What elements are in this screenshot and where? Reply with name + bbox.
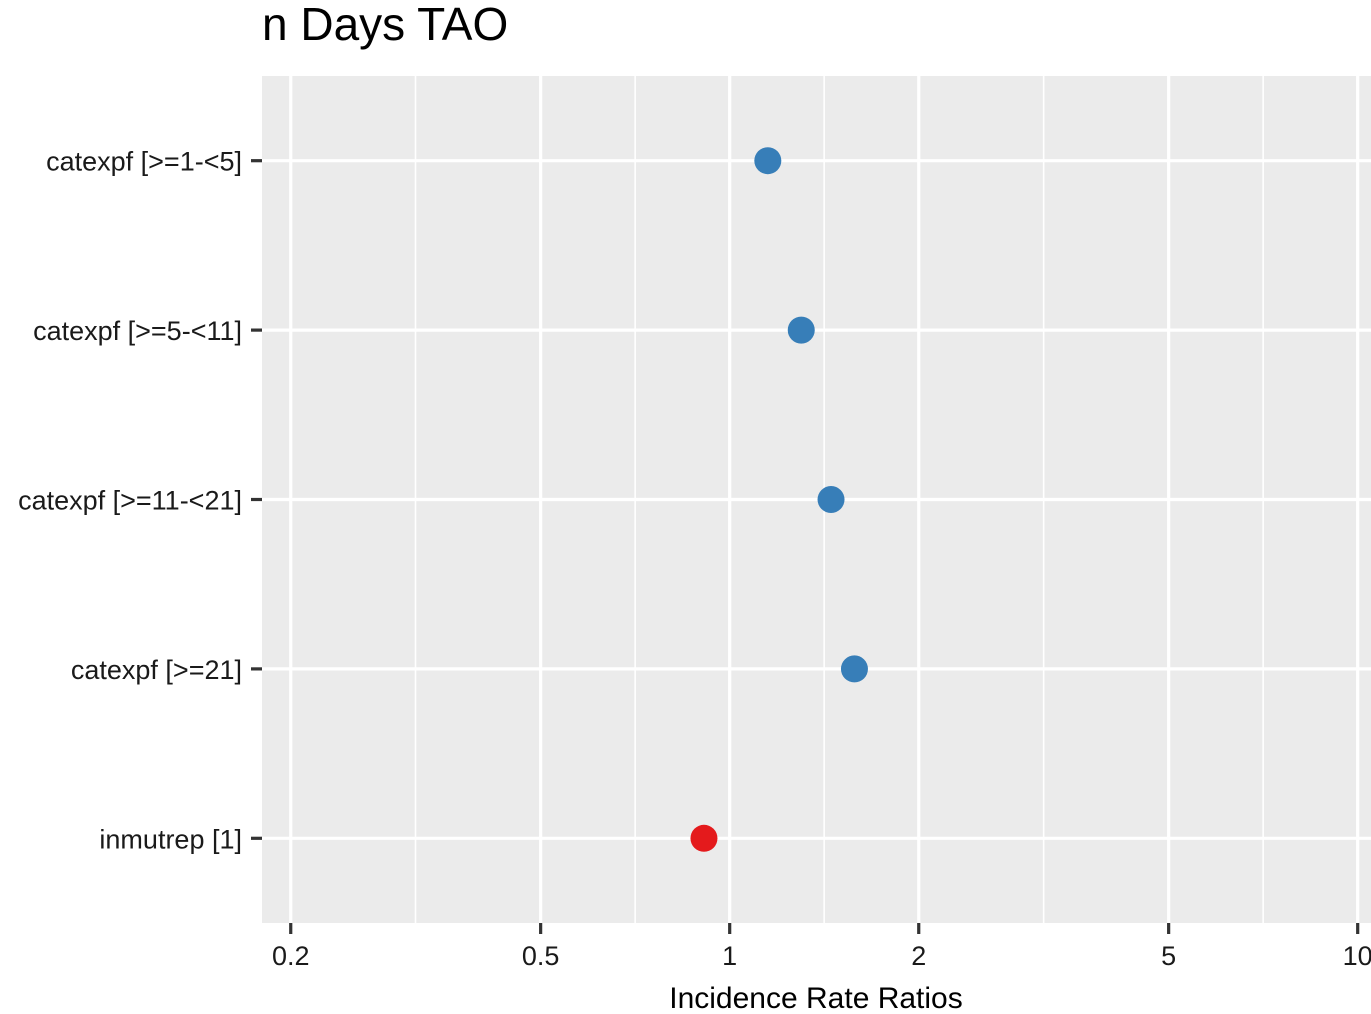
chart-title: n Days TAO [262,0,508,50]
data-point [690,824,718,852]
x-axis: 0.2 0.5 1 2 5 10 [272,923,1371,971]
data-point [817,486,845,513]
x-tick-label: 1 [722,941,737,971]
y-tick-label: catexpf [>=1-<5] [46,147,242,177]
x-tick-label: 5 [1161,941,1176,971]
data-point [787,316,815,344]
data-points [690,147,868,852]
data-point [840,655,868,683]
major-gridlines [262,76,1371,923]
y-tick-label: catexpf [>=11-<21] [18,486,242,516]
x-tick-label: 2 [911,941,926,971]
y-tick-label: catexpf [>=5-<11] [33,316,242,346]
y-tick-label: catexpf [>=21] [71,655,242,685]
x-axis-title: Incidence Rate Ratios [669,982,963,1009]
x-tick-label: 0.5 [522,941,560,971]
y-tick-label: inmutrep [1] [99,824,242,854]
x-tick-label: 10 [1343,941,1371,971]
y-axis: catexpf [>=1-<5] catexpf [>=5-<11] catexpf… [18,147,262,854]
data-point [754,147,782,175]
x-tick-label: 0.2 [272,941,310,971]
